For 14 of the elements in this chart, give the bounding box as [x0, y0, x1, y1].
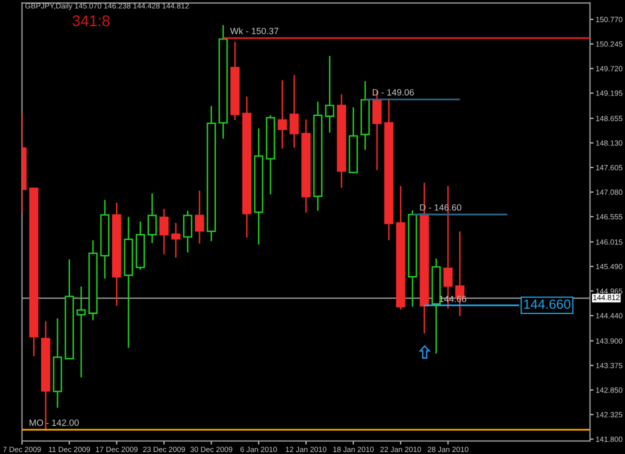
series-label: MO - 142.00 [30, 420, 79, 426]
candlestick [171, 222, 180, 258]
candlestick [278, 80, 287, 150]
candlestick [372, 90, 382, 171]
candlestick [183, 210, 192, 254]
candlestick [194, 190, 204, 244]
candlestick [325, 55, 334, 134]
candlestick [76, 286, 86, 378]
data-label: 144.660 [524, 299, 570, 309]
annotation: 341:8 [72, 15, 110, 26]
candlestick [290, 74, 299, 148]
candlestick [148, 192, 157, 244]
candlestick [159, 208, 169, 255]
series-label: Wk - 150.37 [230, 28, 278, 34]
